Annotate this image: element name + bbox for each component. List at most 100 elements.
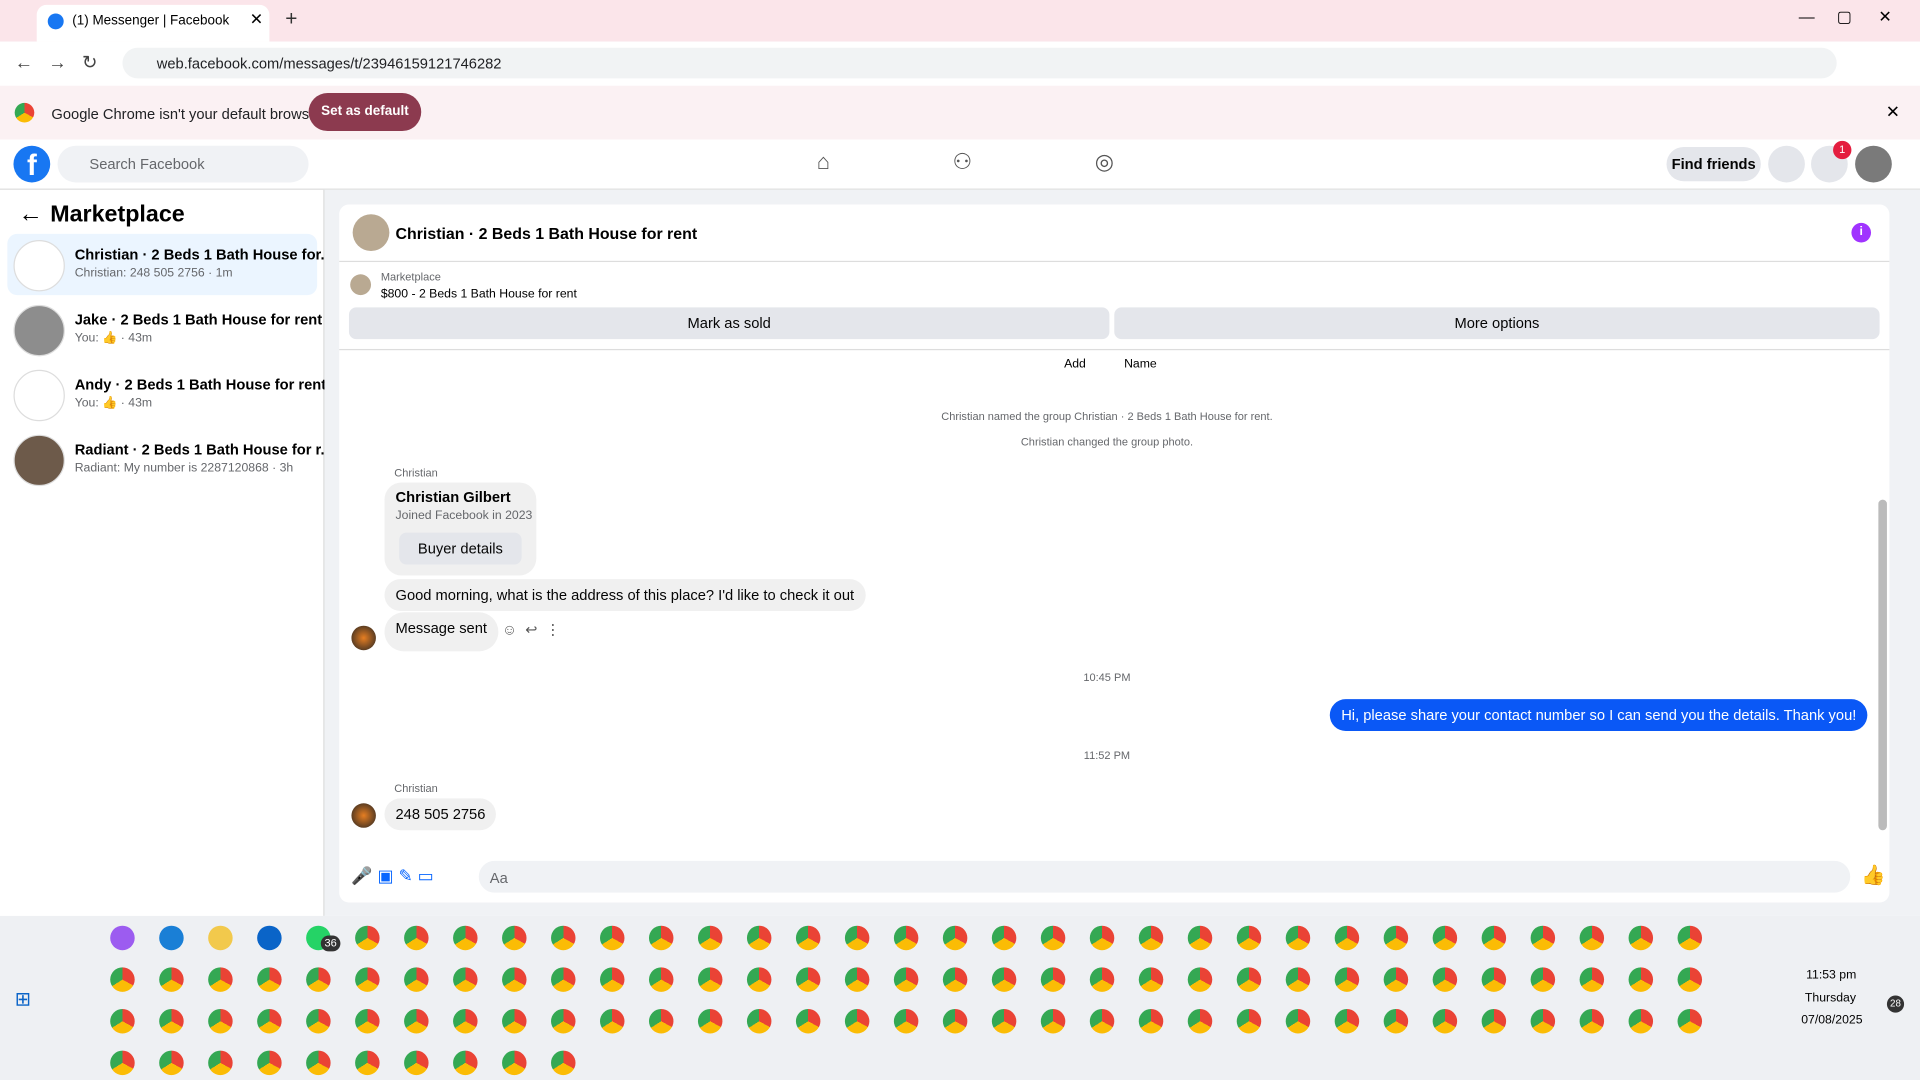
new-tab[interactable]: +: [285, 7, 298, 31]
taskbar-icon[interactable]: [306, 1050, 331, 1076]
buyer-details-button[interactable]: Buyer details: [399, 532, 522, 565]
taskbar-icon[interactable]: [991, 925, 1017, 951]
taskbar-icon[interactable]: [1481, 967, 1507, 992]
taskbar-icon[interactable]: [1530, 1008, 1556, 1034]
nav-icons[interactable]: ⌂ ⚇ ◎: [816, 149, 1114, 174]
taskbar-icon[interactable]: [551, 925, 576, 951]
taskbar-icon[interactable]: [893, 925, 919, 951]
taskbar-icon[interactable]: [502, 925, 527, 951]
taskbar-icon[interactable]: [1138, 967, 1164, 992]
composer[interactable]: Aa: [478, 860, 1851, 893]
taskbar-icon[interactable]: [795, 925, 821, 951]
taskbar-icon[interactable]: [110, 1050, 135, 1076]
taskbar-icon[interactable]: [1187, 967, 1213, 992]
taskbar-icon[interactable]: [1089, 967, 1115, 992]
add-action[interactable]: Add: [1064, 357, 1086, 372]
taskbar-icon[interactable]: [208, 1050, 233, 1076]
taskbar-icon[interactable]: [942, 925, 968, 951]
taskbar-icon[interactable]: [1236, 1008, 1262, 1034]
taskbar-icon[interactable]: [208, 967, 233, 992]
taskbar-icon[interactable]: [942, 1008, 968, 1034]
taskbar-icon[interactable]: [306, 967, 331, 992]
like-button[interactable]: 👍: [1861, 865, 1886, 887]
taskbar-icon[interactable]: [551, 967, 576, 992]
taskbar-icon[interactable]: [551, 1008, 576, 1034]
back-arrow[interactable]: ←: [18, 200, 43, 228]
taskbar-icon[interactable]: [1187, 1008, 1213, 1034]
taskbar-icon[interactable]: [844, 967, 870, 992]
taskbar-icon[interactable]: [502, 1008, 527, 1034]
tab[interactable]: (1) Messenger | Facebook ✕: [36, 4, 270, 42]
taskbar-icon[interactable]: [1579, 967, 1605, 992]
taskbar-icon[interactable]: [355, 967, 380, 992]
taskbar-icon[interactable]: [1040, 967, 1066, 992]
taskbar-icon[interactable]: [795, 1008, 821, 1034]
taskbar-icon[interactable]: [110, 1008, 135, 1034]
taskbar-icon[interactable]: [1628, 925, 1654, 951]
taskbar-icon[interactable]: [600, 925, 625, 951]
taskbar-icon[interactable]: [1628, 1008, 1654, 1034]
taskbar-icon[interactable]: [355, 1008, 380, 1034]
taskbar-icon[interactable]: [1285, 925, 1311, 951]
taskbar-icon[interactable]: [1677, 967, 1703, 992]
set-default-button[interactable]: Set as default: [308, 93, 422, 132]
taskbar-icon[interactable]: [110, 925, 135, 951]
taskbar-icon[interactable]: [844, 1008, 870, 1034]
taskbar-icon[interactable]: [600, 967, 625, 992]
taskbar-icon[interactable]: [1481, 925, 1507, 951]
taskbar-icon[interactable]: [355, 925, 380, 951]
scrollbar[interactable]: [1878, 499, 1887, 831]
taskbar-icon[interactable]: [257, 925, 282, 951]
taskbar-icon[interactable]: [208, 1008, 233, 1034]
conversation[interactable]: Andy · 2 Beds 1 Bath House for rent You:…: [7, 364, 326, 425]
taskbar-icon[interactable]: [306, 1008, 331, 1034]
taskbar-icon[interactable]: [159, 1050, 184, 1076]
taskbar-icon[interactable]: [795, 967, 821, 992]
taskbar-icon[interactable]: [404, 1050, 429, 1076]
taskbar-icon[interactable]: [697, 1008, 723, 1034]
taskbar-icon[interactable]: [648, 925, 674, 951]
taskbar-icon[interactable]: [1677, 925, 1703, 951]
taskbar-icon[interactable]: [404, 1008, 429, 1034]
taskbar-icon[interactable]: [746, 967, 772, 992]
taskbar-icon[interactable]: [1334, 967, 1360, 992]
taskbar-icon[interactable]: [1040, 1008, 1066, 1034]
taskbar-icon[interactable]: [453, 967, 478, 992]
taskbar-icon[interactable]: [1432, 1008, 1458, 1034]
taskbar-icon[interactable]: [1285, 967, 1311, 992]
taskbar-icon[interactable]: [1677, 1008, 1703, 1034]
taskbar-icon[interactable]: [1432, 925, 1458, 951]
window-controls[interactable]: — ▢ ✕: [1798, 7, 1892, 26]
taskbar-icon[interactable]: [1334, 1008, 1360, 1034]
taskbar-icon[interactable]: [1432, 967, 1458, 992]
taskbar-icon[interactable]: [257, 1050, 282, 1076]
taskbar-icon[interactable]: [551, 1050, 576, 1076]
taskbar-icon[interactable]: [159, 967, 184, 992]
taskbar-icon[interactable]: [502, 967, 527, 992]
taskbar-icon[interactable]: [257, 967, 282, 992]
taskbar-icon[interactable]: [697, 925, 723, 951]
taskbar-icon[interactable]: [991, 967, 1017, 992]
conversation[interactable]: Christian · 2 Beds 1 Bath House for... C…: [7, 233, 333, 296]
taskbar-icon[interactable]: [1579, 925, 1605, 951]
taskbar-icon[interactable]: [159, 1008, 184, 1034]
mark-sold-button[interactable]: Mark as sold: [348, 307, 1110, 340]
taskbar-icon[interactable]: [453, 1050, 478, 1076]
find-friends[interactable]: Find friends: [1666, 146, 1761, 182]
taskbar-icon[interactable]: [1187, 925, 1213, 951]
taskbar-icon[interactable]: [1530, 925, 1556, 951]
taskbar-icon[interactable]: [648, 1008, 674, 1034]
taskbar-icon[interactable]: [1138, 1008, 1164, 1034]
taskbar-icon[interactable]: [453, 925, 478, 951]
taskbar-icon[interactable]: [1334, 925, 1360, 951]
taskbar-icon[interactable]: [942, 967, 968, 992]
taskbar-icon[interactable]: [893, 967, 919, 992]
taskbar-icon[interactable]: [1040, 925, 1066, 951]
taskbar-icon[interactable]: [453, 1008, 478, 1034]
conversation[interactable]: Jake · 2 Beds 1 Bath House for rent You:…: [7, 299, 322, 360]
taskbar-icon[interactable]: [1579, 1008, 1605, 1034]
taskbar-icon[interactable]: [1138, 925, 1164, 951]
info-button[interactable]: i: [1851, 222, 1872, 243]
nav-buttons[interactable]: ← → ↻: [14, 52, 98, 74]
address-bar[interactable]: web.facebook.com/messages/t/239461591217…: [122, 47, 1837, 79]
